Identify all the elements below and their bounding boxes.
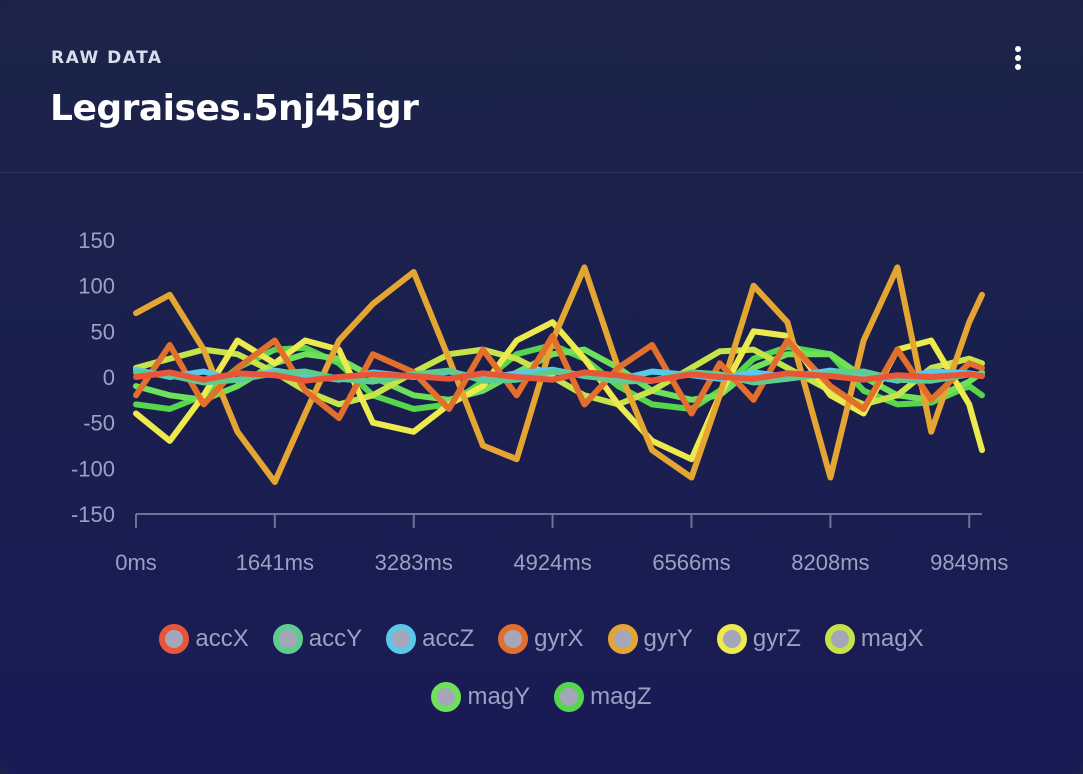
legend-label: gyrY <box>643 625 693 652</box>
legend-swatch <box>431 682 462 712</box>
menu-dot <box>1015 46 1021 52</box>
x-tick-label: 6566ms <box>652 550 730 575</box>
y-tick-label: 50 <box>91 319 115 344</box>
y-tick-label: -150 <box>71 502 115 527</box>
x-tick-label: 4924ms <box>513 550 591 575</box>
legend-swatch <box>607 624 638 654</box>
menu-dot <box>1015 64 1021 70</box>
y-tick-label: 100 <box>78 274 115 299</box>
x-tick-label: 8208ms <box>791 550 869 575</box>
legend-item-magZ[interactable]: magZ <box>554 682 652 712</box>
legend-item-gyrY[interactable]: gyrY <box>607 624 693 654</box>
legend-label: accY <box>308 625 363 652</box>
y-tick-label: 0 <box>103 365 115 390</box>
kebab-menu-icon[interactable] <box>1005 42 1033 74</box>
legend-swatch <box>159 624 190 654</box>
y-tick-label: -100 <box>71 456 115 481</box>
legend-item-gyrX[interactable]: gyrX <box>498 624 584 654</box>
legend-label: magZ <box>590 683 652 710</box>
menu-dot <box>1015 55 1021 61</box>
card-header: RAW DATA Legraises.5nj45igr <box>0 0 1083 173</box>
card-eyebrow: RAW DATA <box>51 48 163 68</box>
legend-label: gyrZ <box>752 625 801 652</box>
x-tick-label: 3283ms <box>375 550 453 575</box>
legend-row: magY magZ <box>0 668 1083 726</box>
legend-label: magX <box>860 625 924 652</box>
x-tick-label: 9849ms <box>930 550 1008 575</box>
y-tick-label: -50 <box>83 411 115 436</box>
series-line-gyrY <box>133 264 985 485</box>
legend-swatch <box>554 682 585 712</box>
legend-item-magY[interactable]: magY <box>431 682 530 712</box>
legend-item-accZ[interactable]: accZ <box>386 624 474 654</box>
series-line-gyrZ <box>133 319 985 463</box>
legend-label: magY <box>467 683 531 710</box>
legend-label: accZ <box>422 625 475 652</box>
legend-row: accX accY accZ gyrX gyrY gyrZ magX <box>0 610 1083 668</box>
legend-swatch <box>824 624 855 654</box>
legend-swatch <box>272 624 303 654</box>
x-tick-label: 0ms <box>115 550 157 575</box>
chart-area: 150 100 50 0 -50 -100 -150 0ms 1641ms 3283ms 4924m… <box>0 172 1083 592</box>
legend-item-accY[interactable]: accY <box>272 624 363 654</box>
y-tick-label: 150 <box>78 228 115 253</box>
legend-swatch <box>716 624 747 654</box>
legend-label: gyrX <box>534 625 584 652</box>
card-title: Legraises.5nj45igr <box>50 88 419 129</box>
legend-item-magX[interactable]: magX <box>824 624 924 654</box>
legend-swatch <box>386 624 417 654</box>
legend-item-gyrZ[interactable]: gyrZ <box>716 624 801 654</box>
series-line-accX <box>133 369 985 384</box>
legend-swatch <box>498 624 529 654</box>
x-tick-label: 1641ms <box>236 550 314 575</box>
chart-legend: accX accY accZ gyrX gyrY gyrZ magX magY magZ <box>0 610 1083 726</box>
legend-label: accX <box>195 625 249 652</box>
legend-item-accX[interactable]: accX <box>159 624 249 654</box>
